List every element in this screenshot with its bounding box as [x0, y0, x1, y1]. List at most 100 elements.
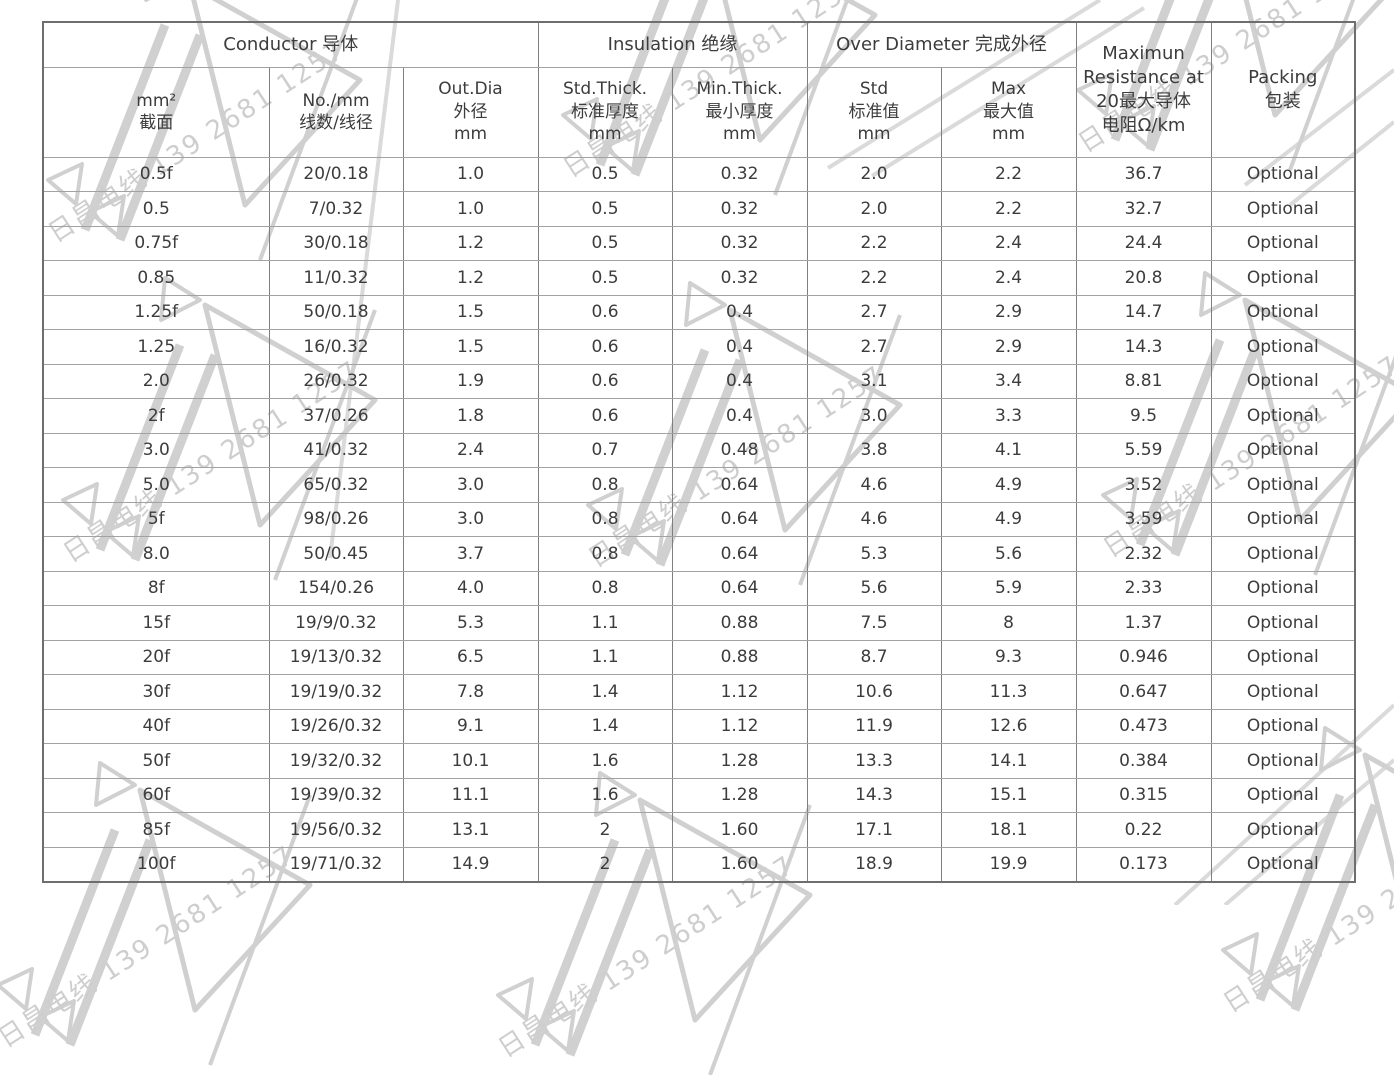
table-cell: 14.3	[806, 777, 942, 813]
table-cell: 0.5	[537, 225, 673, 261]
table-cell: Optional	[1210, 329, 1356, 365]
table-cell: 60f	[42, 777, 270, 813]
table-cell: 4.1	[940, 432, 1077, 468]
table-row: 1.25f 50/0.18 1.5 0.6 0.4 2.7 2.9 14.7 Optional	[42, 294, 1356, 330]
table-cell: 0.315	[1075, 777, 1212, 813]
group-header-1: Insulation 绝缘	[537, 21, 808, 68]
table-cell: 0.7	[537, 432, 673, 468]
table-cell: 20.8	[1075, 260, 1212, 296]
table-cell: 2.0	[806, 191, 942, 227]
table-cell: 0.5f	[42, 156, 270, 192]
table-cell: 10.1	[402, 743, 539, 779]
table-cell: 154/0.26	[268, 570, 404, 606]
table-cell: 4.6	[806, 467, 942, 503]
column-header-4: Min.Thick. 最小厚度 mm	[671, 66, 808, 158]
table-cell: 85f	[42, 812, 270, 848]
table-cell: Optional	[1210, 260, 1356, 296]
table-cell: 5.3	[402, 605, 539, 641]
table-cell: 19/56/0.32	[268, 812, 404, 848]
table-cell: Optional	[1210, 812, 1356, 848]
table-cell: Optional	[1210, 708, 1356, 744]
table-cell: 1.1	[537, 605, 673, 641]
table-cell: 0.4	[671, 294, 808, 330]
table-cell: 5.6	[940, 536, 1077, 572]
table-row: 100f 19/71/0.32 14.9 2 1.60 18.9 19.9 0.173 Opti…	[42, 846, 1356, 882]
table-cell: 9.1	[402, 708, 539, 744]
table-cell: Optional	[1210, 743, 1356, 779]
table-cell: 1.28	[671, 777, 808, 813]
table-cell: 18.9	[806, 846, 942, 882]
table-cell: 11/0.32	[268, 260, 404, 296]
table-cell: 19/71/0.32	[268, 846, 404, 882]
table-cell: 1.25	[42, 329, 270, 365]
table-cell: 0.647	[1075, 674, 1212, 710]
table-cell: 15.1	[940, 777, 1077, 813]
table-cell: 12.6	[940, 708, 1077, 744]
table-cell: 98/0.26	[268, 501, 404, 537]
table-cell: Optional	[1210, 605, 1356, 641]
table-cell: 2.2	[940, 191, 1077, 227]
table-row: 0.75f 30/0.18 1.2 0.5 0.32 2.2 2.4 24.4 Optional	[42, 225, 1356, 261]
table-cell: 14.9	[402, 846, 539, 882]
table-cell: 1.6	[537, 777, 673, 813]
table-cell: 0.75f	[42, 225, 270, 261]
column-header-2: Out.Dia 外径 mm	[402, 66, 539, 158]
table-cell: 2.9	[940, 294, 1077, 330]
table-row: 0.5 7/0.32 1.0 0.5 0.32 2.0 2.2 32.7 Optional	[42, 191, 1356, 227]
table-cell: Optional	[1210, 225, 1356, 261]
table-cell: 2.4	[940, 260, 1077, 296]
table-cell: 4.9	[940, 467, 1077, 503]
table-cell: 4.9	[940, 501, 1077, 537]
table-row: 1.25 16/0.32 1.5 0.6 0.4 2.7 2.9 14.3 Optional	[42, 329, 1356, 365]
table-cell: 5.59	[1075, 432, 1212, 468]
table-cell: 3.7	[402, 536, 539, 572]
table-cell: Optional	[1210, 570, 1356, 606]
table-cell: 8.81	[1075, 363, 1212, 399]
table-cell: Optional	[1210, 501, 1356, 537]
table-cell: 3.8	[806, 432, 942, 468]
table-cell: 0.384	[1075, 743, 1212, 779]
table-cell: 0.64	[671, 536, 808, 572]
table-cell: 36.7	[1075, 156, 1212, 192]
table-row: 30f 19/19/0.32 7.8 1.4 1.12 10.6 11.3 0.647 Opti…	[42, 674, 1356, 710]
column-header-5: Std 标准值 mm	[806, 66, 942, 158]
table-cell: 17.1	[806, 812, 942, 848]
table-cell: 1.25f	[42, 294, 270, 330]
table-cell: 5.9	[940, 570, 1077, 606]
table-cell: 1.4	[537, 708, 673, 744]
table-cell: 8	[940, 605, 1077, 641]
table-cell: 2.2	[806, 260, 942, 296]
table-row: 20f 19/13/0.32 6.5 1.1 0.88 8.7 9.3 0.946 Option…	[42, 639, 1356, 675]
group-header-row: Conductor 导体 Insulation 绝缘 Over Diameter 完…	[42, 21, 1356, 158]
table-cell: Optional	[1210, 846, 1356, 882]
table-cell: 0.85	[42, 260, 270, 296]
column-header-1: No./mm 线数/线径	[268, 66, 404, 158]
table-cell: 0.88	[671, 639, 808, 675]
table-row: 5f 98/0.26 3.0 0.8 0.64 4.6 4.9 3.59 Optional	[42, 501, 1356, 537]
table-cell: 9.5	[1075, 398, 1212, 434]
table-cell: 65/0.32	[268, 467, 404, 503]
table-cell: 20/0.18	[268, 156, 404, 192]
column-header-0: mm² 截面	[42, 66, 270, 158]
table-cell: 100f	[42, 846, 270, 882]
table-row: 0.5f 20/0.18 1.0 0.5 0.32 2.0 2.2 36.7 Optional	[42, 156, 1356, 192]
table-cell: 50f	[42, 743, 270, 779]
table-cell: 0.5	[537, 156, 673, 192]
table-row: 2f 37/0.26 1.8 0.6 0.4 3.0 3.3 9.5 Optional	[42, 398, 1356, 434]
table-cell: 8.0	[42, 536, 270, 572]
table-cell: 6.5	[402, 639, 539, 675]
table-cell: 8f	[42, 570, 270, 606]
table-cell: 0.8	[537, 536, 673, 572]
table-cell: 2.7	[806, 294, 942, 330]
table-cell: 2.33	[1075, 570, 1212, 606]
table-cell: 30f	[42, 674, 270, 710]
table-cell: 1.9	[402, 363, 539, 399]
table-cell: 0.32	[671, 225, 808, 261]
table-row: 3.0 41/0.32 2.4 0.7 0.48 3.8 4.1 5.59 Optional	[42, 432, 1356, 468]
table-cell: 1.28	[671, 743, 808, 779]
group-header-2: Over Diameter 完成外径	[806, 21, 1077, 68]
table-cell: 1.0	[402, 156, 539, 192]
table-cell: 15f	[42, 605, 270, 641]
table-cell: 7.5	[806, 605, 942, 641]
